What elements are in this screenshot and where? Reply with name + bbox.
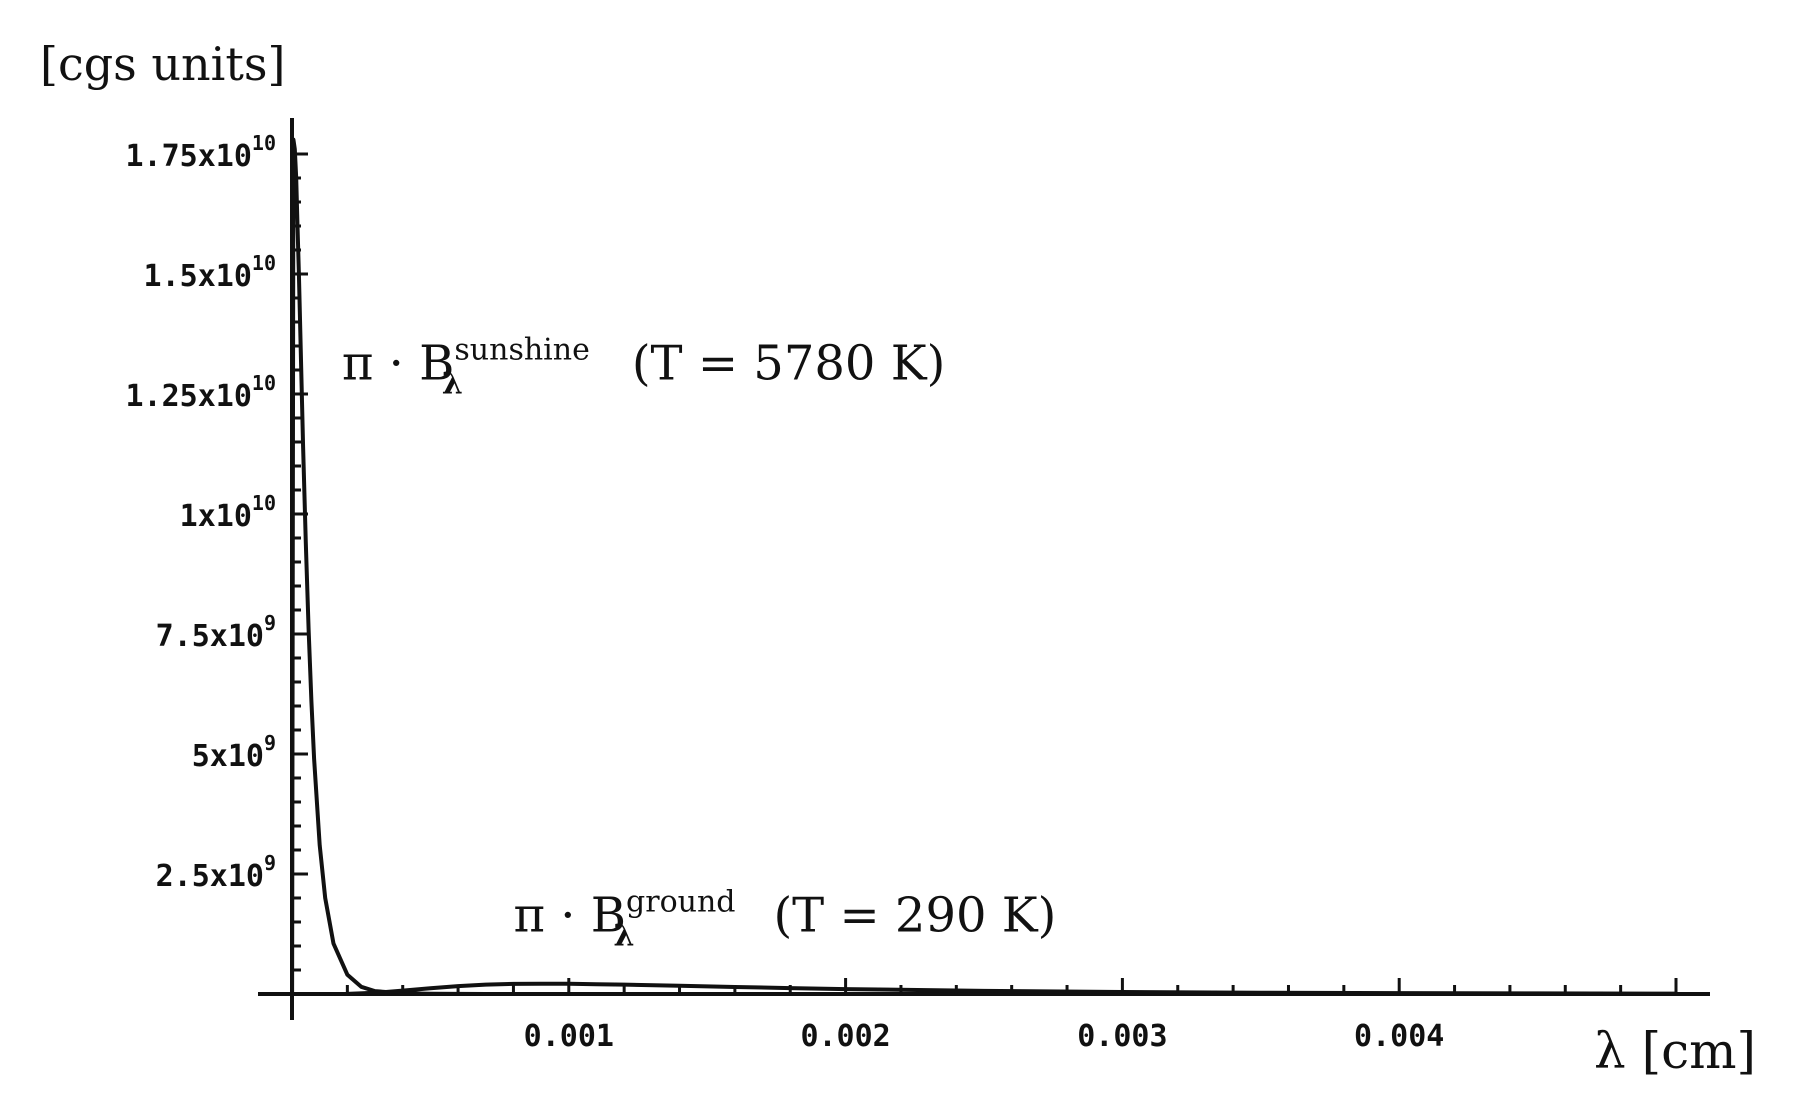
annotation-subscript: λ: [613, 919, 634, 954]
annotation-superscript: sunshine: [454, 333, 589, 368]
annotation-prefix: π · B: [513, 888, 626, 944]
y-tick-mantissa: 1.75x10: [125, 139, 251, 174]
annotation-subscript: λ: [442, 367, 463, 402]
y-ticks: 2.5x1095x1097.5x1091x10101.25x10101.5x10…: [125, 131, 308, 972]
x-tick-label: 0.003: [1077, 1019, 1167, 1054]
y-tick-exponent: 9: [264, 731, 276, 755]
x-tick-label: 0.004: [1354, 1019, 1444, 1054]
y-tick-label: 7.5x109: [156, 611, 276, 654]
series-annotation-1: π · Bsunshine λ (T = 5780 K): [342, 333, 945, 402]
x-tick-label: 0.002: [800, 1019, 890, 1054]
y-tick-exponent: 10: [252, 371, 276, 395]
y-tick-mantissa: 7.5x10: [156, 619, 264, 654]
y-tick-mantissa: 1.25x10: [125, 379, 251, 414]
y-tick-exponent: 10: [252, 491, 276, 515]
y-tick-label: 1x1010: [180, 491, 276, 534]
annotation-prefix: π · B: [342, 336, 455, 392]
y-tick-label: 1.75x1010: [125, 131, 276, 174]
series-line-1: [290, 137, 569, 996]
y-tick-exponent: 10: [252, 131, 276, 155]
x-axis-label: λ [cm]: [1594, 1022, 1756, 1080]
y-tick-mantissa: 5x10: [192, 739, 264, 774]
y-tick-label: 1.5x1010: [144, 251, 276, 294]
y-tick-mantissa: 1x10: [180, 499, 252, 534]
annotation-layer: π · Bsunshine λ (T = 5780 K)π · Bground λ (T…: [342, 333, 1057, 954]
y-tick-exponent: 9: [264, 611, 276, 635]
series-annotation-2: π · Bground λ (T = 290 K): [513, 885, 1056, 954]
y-axis-label: [cgs units]: [40, 37, 285, 91]
series-line-2: [319, 981, 1677, 996]
y-tick-mantissa: 1.5x10: [144, 259, 252, 294]
annotation-suffix: (T = 290 K): [773, 888, 1056, 944]
annotation-superscript: ground: [626, 885, 735, 920]
y-tick-label: 1.25x1010: [125, 371, 276, 414]
x-tick-label: 0.001: [524, 1019, 614, 1054]
y-tick-label: 2.5x109: [156, 851, 276, 894]
annotation-suffix: (T = 5780 K): [632, 336, 945, 392]
series-layer: [290, 137, 1677, 996]
y-tick-label: 5x109: [192, 731, 276, 774]
y-tick-mantissa: 2.5x10: [156, 859, 264, 894]
y-tick-exponent: 9: [264, 851, 276, 875]
y-tick-exponent: 10: [252, 251, 276, 275]
